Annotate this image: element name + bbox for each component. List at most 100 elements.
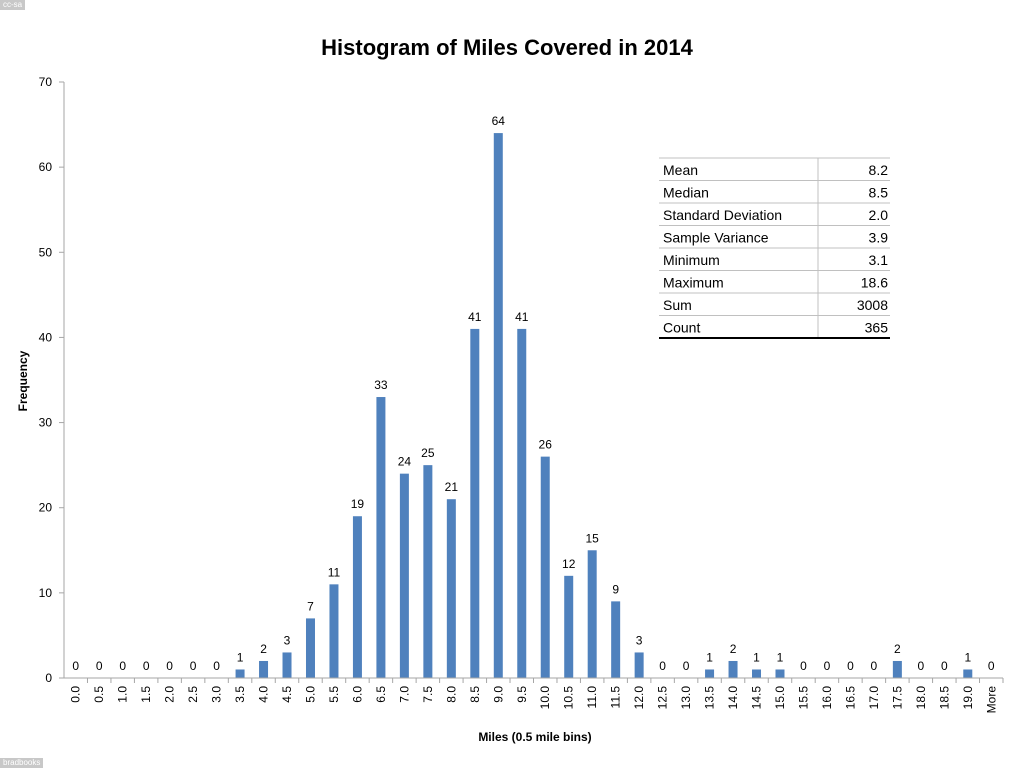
data-label: 0	[800, 659, 807, 673]
x-tick-label: 2.5	[186, 686, 200, 703]
bars-group	[235, 133, 973, 679]
data-label: 9	[612, 582, 619, 596]
data-label: 0	[988, 659, 995, 673]
x-tick-label: 0.0	[69, 686, 83, 703]
y-tick-label: 20	[39, 501, 53, 515]
data-label: 0	[824, 659, 831, 673]
bar	[892, 660, 902, 678]
y-tick-label: 70	[39, 75, 53, 89]
y-tick-label: 0	[45, 671, 52, 685]
bar	[282, 652, 292, 678]
x-tick-label: 3.5	[233, 686, 247, 703]
data-label: 0	[941, 659, 948, 673]
x-tick-label: 7.0	[397, 686, 411, 703]
data-label: 0	[190, 659, 197, 673]
data-label: 0	[96, 659, 103, 673]
data-label: 0	[871, 659, 878, 673]
x-tick-label: 16.0	[820, 686, 834, 710]
x-tick-label: 12.0	[632, 686, 646, 710]
table-stat-label: Mean	[663, 162, 698, 178]
x-tick-label: 19.0	[961, 686, 975, 710]
bar	[728, 660, 738, 678]
data-label: 3	[284, 633, 291, 647]
data-label: 0	[143, 659, 150, 673]
x-tick-label: 11.0	[585, 686, 599, 709]
table-stat-value: 8.5	[869, 185, 889, 201]
data-label: 11	[328, 565, 341, 579]
y-axis-label: Frequency	[16, 350, 30, 411]
x-tick-label: 16.5	[843, 686, 857, 710]
table-stat-value: 3008	[857, 297, 888, 313]
x-tick-label: 8.5	[468, 686, 482, 703]
data-label: 0	[683, 659, 690, 673]
x-tick-label: 5.5	[327, 686, 341, 703]
data-label: 25	[421, 446, 435, 460]
bar	[446, 499, 456, 678]
x-tick-label: 5.0	[303, 686, 317, 703]
data-label: 33	[374, 378, 388, 392]
x-axis: 0.0 0.5 1.0 1.5 2.0 2.5 3.0 3.5 4.0 4.5 5.0 5.5 6.0 6…	[69, 678, 1004, 714]
y-tick-label: 60	[39, 160, 53, 174]
table-stat-value: 365	[865, 320, 889, 336]
y-axis: 0 10 20 30 40 50 60 70	[39, 75, 64, 685]
data-label: 0	[72, 659, 79, 673]
data-label: 2	[730, 642, 737, 656]
bar	[305, 618, 315, 678]
bar	[493, 133, 503, 679]
data-label: 0	[213, 659, 220, 673]
x-tick-label: 10.5	[562, 686, 576, 710]
x-tick-label: 15.0	[773, 686, 787, 710]
bar	[564, 575, 574, 678]
x-tick-label: 17.0	[867, 686, 881, 710]
data-label: 1	[237, 650, 244, 664]
x-tick-label: 0.5	[92, 686, 106, 703]
x-tick-label: 17.5	[890, 686, 904, 710]
table-stat-value: 3.9	[869, 230, 889, 246]
y-tick-label: 50	[39, 245, 53, 259]
x-tick-label: 10.0	[538, 686, 552, 710]
data-label: 2	[894, 642, 901, 656]
chart-title: Histogram of Miles Covered in 2014	[321, 35, 693, 60]
bar	[587, 550, 597, 678]
bar	[963, 669, 973, 678]
bar	[752, 669, 762, 678]
statistics-table: Mean 8.2 Median 8.5 Standard Deviation 2.0 Sam…	[659, 157, 890, 339]
data-label: 0	[659, 659, 666, 673]
table-stat-label: Maximum	[663, 275, 724, 291]
bar	[259, 660, 269, 678]
x-tick-label: 2.0	[163, 686, 177, 703]
x-tick-label: 3.0	[210, 686, 224, 703]
x-tick-label: 1.0	[116, 686, 130, 703]
x-tick-label: 9.0	[491, 686, 505, 703]
x-tick-label: 15.5	[796, 686, 810, 710]
data-label: 26	[539, 438, 553, 452]
bar	[470, 328, 480, 678]
data-label: 1	[777, 650, 784, 664]
bar	[423, 465, 433, 678]
data-label: 21	[445, 480, 459, 494]
table-stat-label: Median	[663, 185, 709, 201]
y-tick-label: 10	[39, 586, 53, 600]
bar	[775, 669, 785, 678]
table-stat-label: Sample Variance	[663, 230, 769, 246]
data-label: 41	[515, 310, 529, 324]
bar	[611, 601, 621, 678]
y-tick-label: 40	[39, 330, 53, 344]
data-label: 0	[119, 659, 126, 673]
x-tick-label: More	[984, 686, 998, 714]
bar	[540, 456, 550, 678]
x-tick-label: 6.5	[374, 686, 388, 703]
bar	[517, 328, 527, 678]
x-tick-label: 13.5	[703, 686, 717, 710]
data-label: 7	[307, 599, 314, 613]
x-tick-label: 1.5	[139, 686, 153, 703]
data-label: 19	[351, 497, 365, 511]
data-label: 1	[706, 650, 713, 664]
x-tick-label: 7.5	[421, 686, 435, 703]
bar	[329, 584, 339, 678]
bar	[376, 397, 386, 678]
table-stat-label: Count	[663, 320, 700, 336]
table-stat-label: Standard Deviation	[663, 207, 782, 223]
